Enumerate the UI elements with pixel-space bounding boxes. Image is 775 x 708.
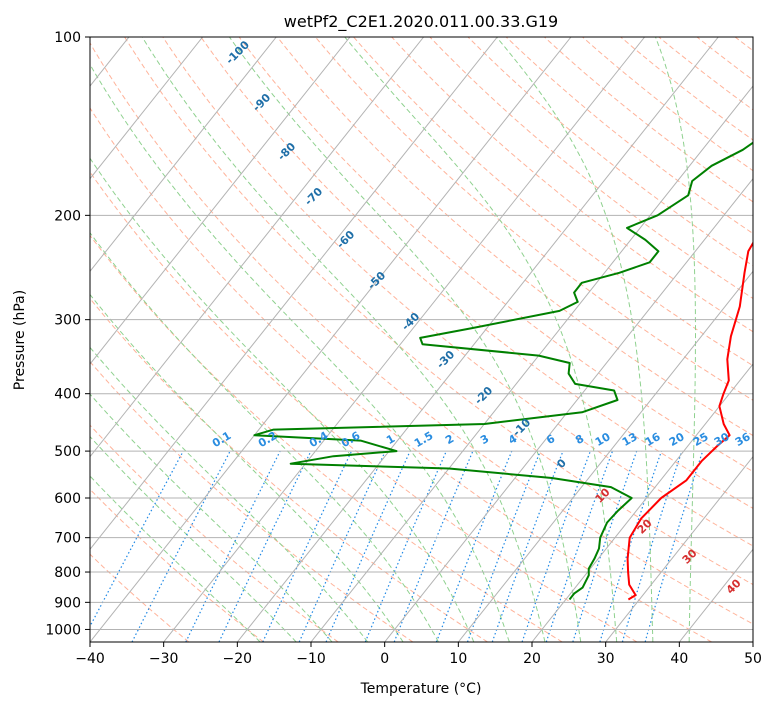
moist-adiabat	[141, 37, 546, 642]
mixing-ratio-line	[435, 450, 513, 642]
x-tick-label: 0	[380, 651, 389, 667]
mixing-ratio-line	[325, 450, 411, 642]
x-tick-label: 50	[744, 651, 762, 667]
dry-adiabat	[90, 553, 190, 642]
x-tick-label: 10	[449, 651, 467, 667]
y-axis-label: Pressure (hPa)	[12, 290, 28, 390]
mixing-ratio-line	[90, 450, 184, 628]
mixing-ratio-line	[599, 450, 662, 642]
dry-adiabat	[315, 37, 753, 401]
dry-adiabat	[90, 107, 712, 642]
isotherm-line	[90, 37, 498, 551]
isotherm-line	[384, 177, 753, 642]
x-axis: −40 −30 −20 −10 0 10 20 30 40 50	[75, 642, 762, 667]
moist-adiabat	[655, 37, 696, 642]
moist-adiabat	[90, 231, 439, 642]
mixing-ratio-line	[364, 450, 447, 642]
profile-lines	[253, 141, 753, 601]
dry-adiabat	[90, 424, 339, 642]
y-tick-label: 600	[54, 491, 81, 507]
moist-adiabat	[90, 435, 297, 642]
dry-adiabat	[90, 234, 563, 642]
x-tick-label: −40	[75, 651, 105, 667]
isotherm-line	[236, 37, 719, 642]
mixing-ratio-line	[621, 450, 683, 642]
isotherm-line	[310, 85, 753, 642]
mixing-ratio-line	[491, 450, 564, 642]
isotherm-line	[163, 37, 646, 642]
dry-adiabat	[276, 37, 753, 437]
dry-adiabat	[90, 488, 264, 642]
isotherm-line	[457, 270, 753, 642]
moist-adiabat	[90, 293, 404, 642]
y-tick-label: 900	[54, 595, 81, 611]
isotherm-line	[90, 37, 351, 365]
temperature-profile	[626, 241, 753, 601]
x-tick-label: 20	[523, 651, 541, 667]
y-tick-label: 100	[54, 30, 81, 46]
plot-frame	[89, 36, 754, 643]
isotherm-line	[531, 363, 753, 642]
moist-adiabat	[90, 346, 369, 642]
x-axis-label: Temperature (°C)	[360, 681, 482, 697]
moist-adiabat	[496, 37, 654, 642]
isotherm-line	[90, 37, 572, 642]
moist-adiabat	[228, 37, 582, 642]
isotherm-line	[90, 37, 425, 458]
grid-lines	[90, 37, 753, 642]
y-tick-label: 200	[54, 208, 81, 224]
x-tick-label: −30	[149, 651, 179, 667]
mixing-ratio-labels: 0.1 0.2 0.4 0.6 1 1.5 2 3 4 6 8 10 13 16 20 25 30 36	[210, 429, 753, 450]
y-axis: 100 200 300 400 500 600 700 800 900 1000	[45, 30, 90, 638]
x-tick-label: −20	[223, 651, 253, 667]
dry-adiabat	[90, 297, 488, 642]
mixing-ratio-line	[545, 450, 614, 642]
moist-adiabat	[90, 393, 333, 642]
dry-adiabat	[90, 171, 638, 642]
y-tick-label: 500	[54, 444, 81, 460]
dewpoint-profile	[253, 141, 753, 601]
y-tick-label: 700	[54, 531, 81, 547]
mixing-ratio-line	[466, 450, 541, 642]
y-tick-label: 300	[54, 313, 81, 329]
x-tick-label: −10	[296, 651, 326, 667]
x-tick-label: 40	[670, 651, 688, 667]
y-tick-label: 800	[54, 565, 81, 581]
mixing-ratio-line	[572, 450, 638, 642]
dry-adiabat	[429, 37, 753, 300]
chart-title: wetPf2_C2E1.2020.011.00.33.G19	[284, 12, 558, 32]
moist-adiabat	[90, 475, 261, 642]
moist-adiabat	[90, 63, 510, 642]
dry-adiabat	[90, 42, 753, 625]
y-tick-label: 1000	[45, 622, 81, 638]
moist-adiabat	[90, 157, 475, 642]
isotherm-line	[605, 455, 753, 642]
mixing-ratio-line	[521, 450, 591, 642]
mixing-ratio-line	[185, 450, 281, 642]
mixing-ratio-line	[298, 450, 386, 642]
y-tick-label: 400	[54, 387, 81, 403]
x-tick-label: 30	[597, 651, 615, 667]
isotherm-line	[90, 37, 204, 180]
dry-adiabat	[391, 37, 753, 333]
isotherm-line	[90, 37, 277, 273]
dry-adiabat	[200, 37, 753, 509]
